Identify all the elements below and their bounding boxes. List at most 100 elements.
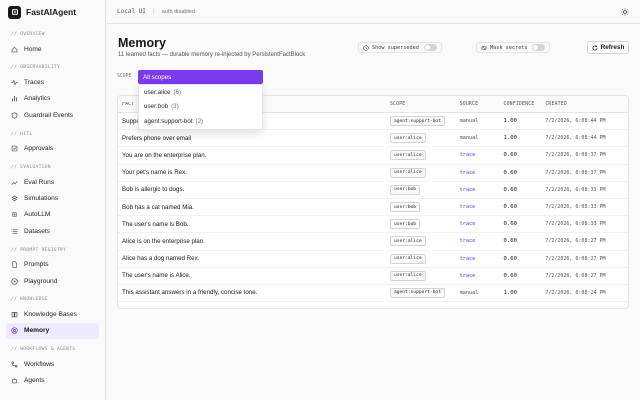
sidebar-item-label: Simulations [24,195,59,203]
confidence-cell: 1.00 [503,135,517,142]
confidence-cell: 0.60 [503,272,517,279]
table-row[interactable]: Bob is allergic to dogs. user:bob trace 0.6… [118,182,628,199]
sidebar-item-label: Knowledge Bases [24,310,77,318]
sidebar-item-label: Playground [24,277,58,285]
sidebar-item-label: Home [24,45,42,53]
theme-toggle-button[interactable] [620,7,630,17]
scope-cell: agent:support-bot [389,116,460,127]
scope-cell: user:bob [389,202,460,213]
sidebar-item-playground[interactable]: Playground [6,273,99,289]
table-row[interactable]: The user's name is Bob. user:bob trace 0.60… [118,216,628,234]
brand[interactable]: FastAIAgent [0,0,105,24]
show-superseded-toggle[interactable]: Show superseded [358,42,442,53]
scope-cell: user:bob [389,184,460,195]
mask-secrets-label: Mask secrets [490,44,528,51]
header-fact[interactable]: FACT [122,101,135,107]
sidebar-item-label: Agents [24,377,45,385]
sidebar-item-autollm[interactable]: AutoLLM [6,207,99,223]
sidebar-item-home[interactable]: Home [6,41,99,57]
scope-option[interactable]: user:bob (3) [139,100,262,115]
sidebar-item-approvals[interactable]: Approvals [6,141,99,157]
header-confidence[interactable]: CONFIDENCE [503,101,535,107]
source-cell: manual [459,135,479,142]
sidebar-item-workflows[interactable]: Workflows [6,356,99,372]
scope-badge: agent:support-bot [389,116,445,127]
sun-icon [621,8,629,16]
sidebar-item-label: Datasets [24,227,51,235]
sidebar-item-guardrail-events[interactable]: Guardrail Events [6,107,99,123]
sidebar-item-label: Prompts [24,261,49,269]
scope-badge: user:alice [389,270,426,281]
sidebar-item-label: Traces [24,79,44,87]
fact-cell: The user's name is Bob. [122,220,189,228]
mask-secrets-switch[interactable] [532,44,546,51]
created-cell: 7/2/2026, 6:08:44 PM [545,135,606,142]
bot-icon [11,377,18,384]
fact-cell: You are on the enterprise plan. [122,151,207,159]
source-cell: trace [459,186,476,193]
check-square-icon [11,145,18,152]
table-row[interactable]: You are on the enterprise plan. user:alic… [118,147,628,165]
table-row[interactable]: This assistant answers in a friendly, co… [118,285,628,303]
scope-badge: user:bob [389,184,421,195]
fact-cell: Prefers phone over email [122,134,192,142]
clock-icon [363,44,369,51]
table-row[interactable]: Alice has a dog named Rex. user:alice trac… [118,251,628,268]
fact-cell: Bob has a cat named Mia. [122,203,194,211]
sidebar-item-eval-runs[interactable]: Eval Runs [6,174,99,190]
created-cell: 7/2/2026, 6:08:33 PM [545,186,606,193]
confidence-cell: 0.60 [503,186,517,193]
scope-option[interactable]: agent:support-bot (2) [139,114,262,129]
sidebar-item-analytics[interactable]: Analytics [6,91,99,107]
table-row[interactable]: Alice is on the enterprise plan. user:ali… [118,233,628,251]
activity-icon [11,79,18,86]
sidebar-item-agents[interactable]: Agents [6,372,99,388]
refresh-icon [592,44,598,50]
table-row[interactable]: The user's name is Alice. user:alice trace… [118,268,628,285]
nav-section-label: // HITL [11,131,33,137]
refresh-button[interactable]: Refresh [587,41,629,54]
nav-section-label: // EVALUATION [11,164,51,170]
show-superseded-switch[interactable] [423,44,437,51]
scope-option[interactable]: user:alice (6) [139,85,262,100]
scope-badge: user:bob [389,202,421,213]
scope-badge: user:alice [389,150,426,161]
scope-badge: user:alice [389,253,426,264]
source-cell: trace [459,238,476,245]
created-cell: 7/2/2026, 6:08:37 PM [545,152,606,159]
fact-cell: Bob is allergic to dogs. [122,186,185,194]
sidebar-nav: // OVERVIEW Home // OBSERVABILITY Traces Ana… [0,29,105,389]
header-source[interactable]: SOURCE [459,101,479,107]
sidebar-item-memory[interactable]: Memory [6,322,99,340]
table-row[interactable]: Prefers phone over email user:alice manual… [118,130,628,148]
mask-secrets-toggle[interactable]: Mask secrets [476,42,551,53]
scope-select[interactable]: All scopes [138,70,263,84]
scope-cell: user:alice [389,270,460,281]
created-cell: 7/2/2026, 6:08:27 PM [545,238,606,245]
fact-cell: This assistant answers in a friendly, co… [122,289,258,297]
created-cell: 7/2/2026, 6:08:37 PM [545,169,606,176]
sidebar-item-datasets[interactable]: Datasets [6,223,99,239]
header-scope[interactable]: SCOPE [389,101,406,107]
created-cell: 7/2/2026, 6:08:33 PM [545,204,606,211]
fact-cell: Alice is on the enterprise plan. [122,237,205,245]
scope-badge: user:alice [389,236,426,247]
sidebar-item-knowledge-bases[interactable]: Knowledge Bases [6,306,99,322]
table-row[interactable]: Bob has a cat named Mia. user:bob trace 0.6… [118,199,628,217]
brand-name: FastAIAgent [26,7,77,17]
sidebar-item-prompts[interactable]: Prompts [6,257,99,273]
created-cell: 7/2/2026, 6:08:44 PM [545,118,606,125]
sidebar-item-traces[interactable]: Traces [6,74,99,90]
sidebar-item-simulations[interactable]: Simulations [6,190,99,206]
table-row[interactable]: Your pet's name is Rex. user:alice trace 0.… [118,165,628,182]
scope-badge: user:alice [389,167,426,178]
source-cell: trace [459,169,476,176]
eye-off-icon [481,45,487,50]
confidence-cell: 1.00 [503,289,517,296]
fact-cell: Alice has a dog named Rex. [122,255,200,263]
scope-cell: user:alice [389,236,460,247]
confidence-cell: 0.60 [503,204,517,211]
header-created[interactable]: CREATED [545,101,567,107]
file-icon [11,261,18,268]
trending-icon [11,179,18,186]
